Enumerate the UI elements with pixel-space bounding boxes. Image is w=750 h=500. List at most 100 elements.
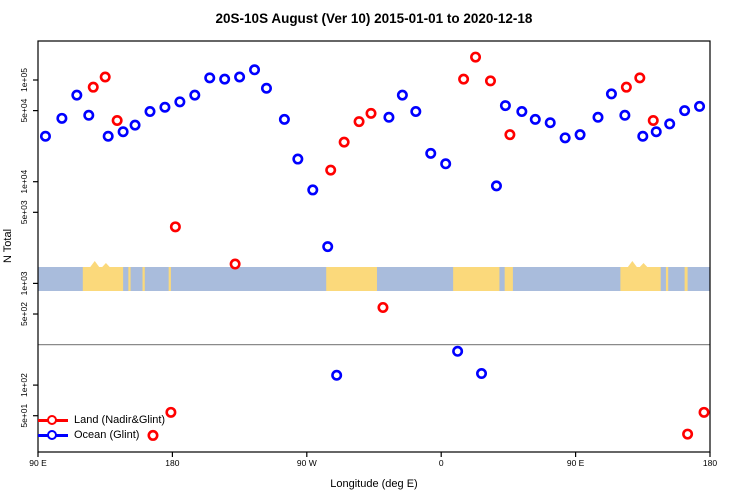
data-point-ocean xyxy=(476,368,488,380)
x-tick-label: 90 E xyxy=(29,458,47,468)
data-point-ocean xyxy=(440,158,452,170)
data-point-ocean xyxy=(694,100,706,112)
data-point-land xyxy=(338,136,350,148)
data-point-ocean xyxy=(650,126,662,138)
data-point-land xyxy=(620,81,632,93)
x-tick-label: 180 xyxy=(165,458,179,468)
map-band-land xyxy=(504,267,513,291)
y-tick-label: 5e+04 xyxy=(19,98,29,122)
data-point-ocean xyxy=(117,126,129,138)
data-point-ocean xyxy=(292,153,304,165)
data-point-ocean xyxy=(490,180,502,192)
data-point-ocean xyxy=(219,73,231,85)
data-point-ocean xyxy=(307,184,319,196)
legend-label-land: Land (Nadir&Glint) xyxy=(74,414,166,426)
data-point-ocean xyxy=(396,89,408,101)
map-band-land xyxy=(684,267,688,291)
legend-label-ocean: Ocean (Glint) xyxy=(74,429,140,441)
map-band-land-peak xyxy=(102,263,110,267)
y-axis-title: N Total xyxy=(2,229,14,263)
data-point-ocean xyxy=(679,105,691,117)
data-point-ocean xyxy=(637,130,649,142)
map-band-land xyxy=(620,267,661,291)
data-point-ocean xyxy=(129,119,141,131)
y-tick-label: 1e+02 xyxy=(19,373,29,397)
data-point-land xyxy=(365,107,377,119)
data-point-land xyxy=(682,428,694,440)
land-series-symbol xyxy=(38,414,68,426)
data-point-land xyxy=(377,301,389,313)
open-circle-icon xyxy=(47,429,57,440)
plot-frame xyxy=(37,40,711,453)
data-point-land xyxy=(165,406,177,418)
data-point-ocean xyxy=(71,89,83,101)
data-point-ocean xyxy=(619,109,631,121)
y-tick-label: 1e+04 xyxy=(19,169,29,193)
y-tick-label: 5e+03 xyxy=(19,200,29,224)
data-point-ocean xyxy=(592,111,604,123)
data-point-land xyxy=(698,406,710,418)
data-point-ocean xyxy=(83,109,95,121)
data-point-land xyxy=(229,258,241,270)
data-point-land xyxy=(458,73,470,85)
y-tick-label: 5e+02 xyxy=(19,302,29,326)
data-point-ocean xyxy=(544,117,556,129)
y-tick-label: 5e+01 xyxy=(19,404,29,428)
x-tick-label: 180 xyxy=(703,458,717,468)
map-band-land-peak xyxy=(90,261,100,267)
map-band-land xyxy=(82,267,124,291)
data-point-land xyxy=(634,72,646,84)
data-point-ocean xyxy=(234,71,246,83)
data-point-ocean xyxy=(559,132,571,144)
data-point-ocean xyxy=(189,89,201,101)
y-tick-label: 1e+03 xyxy=(19,271,29,295)
data-point-land xyxy=(87,81,99,93)
map-band-land-peak xyxy=(639,263,648,267)
data-point-ocean xyxy=(56,112,68,124)
data-point-ocean xyxy=(383,111,395,123)
legend-item-ocean: Ocean (Glint) xyxy=(38,428,165,442)
legend-item-land: Land (Nadir&Glint) xyxy=(38,413,165,427)
data-point-ocean xyxy=(331,369,343,381)
data-point-ocean xyxy=(529,113,541,125)
data-point-land xyxy=(647,114,659,126)
open-circle-icon xyxy=(47,414,57,425)
map-band-land xyxy=(168,267,171,291)
data-point-ocean xyxy=(574,129,586,141)
data-point-ocean xyxy=(452,345,464,357)
data-point-land xyxy=(111,114,123,126)
map-band-land xyxy=(453,267,500,291)
x-tick-label: 0 xyxy=(439,458,444,468)
data-point-land xyxy=(484,75,496,87)
map-band-land xyxy=(128,267,131,291)
data-point-ocean xyxy=(425,147,437,159)
x-tick-label: 90 W xyxy=(297,458,317,468)
data-point-land xyxy=(325,164,337,176)
data-point-ocean xyxy=(260,82,272,94)
data-point-land xyxy=(147,429,159,441)
data-point-land xyxy=(169,221,181,233)
map-band-land xyxy=(665,267,669,291)
data-point-ocean xyxy=(410,106,422,118)
x-tick-label: 90 E xyxy=(567,458,585,468)
data-point-land xyxy=(504,129,516,141)
ocean-series-symbol xyxy=(38,429,68,441)
map-band-land-peak xyxy=(627,261,637,267)
data-point-land xyxy=(99,71,111,83)
legend: Land (Nadir&Glint) Ocean (Glint) xyxy=(38,413,165,443)
data-point-ocean xyxy=(278,113,290,125)
data-point-ocean xyxy=(159,101,171,113)
data-point-land xyxy=(470,51,482,63)
data-point-ocean xyxy=(174,96,186,108)
data-point-ocean xyxy=(664,118,676,130)
data-point-land xyxy=(353,116,365,128)
chart-title: 20S-10S August (Ver 10) 2015-01-01 to 20… xyxy=(216,11,533,26)
data-point-ocean xyxy=(322,241,334,253)
data-point-ocean xyxy=(516,106,528,118)
data-point-ocean xyxy=(204,72,216,84)
y-tick-label: 1e+05 xyxy=(19,68,29,92)
data-point-ocean xyxy=(605,88,617,100)
data-point-ocean xyxy=(249,64,261,76)
data-point-ocean xyxy=(39,130,51,142)
